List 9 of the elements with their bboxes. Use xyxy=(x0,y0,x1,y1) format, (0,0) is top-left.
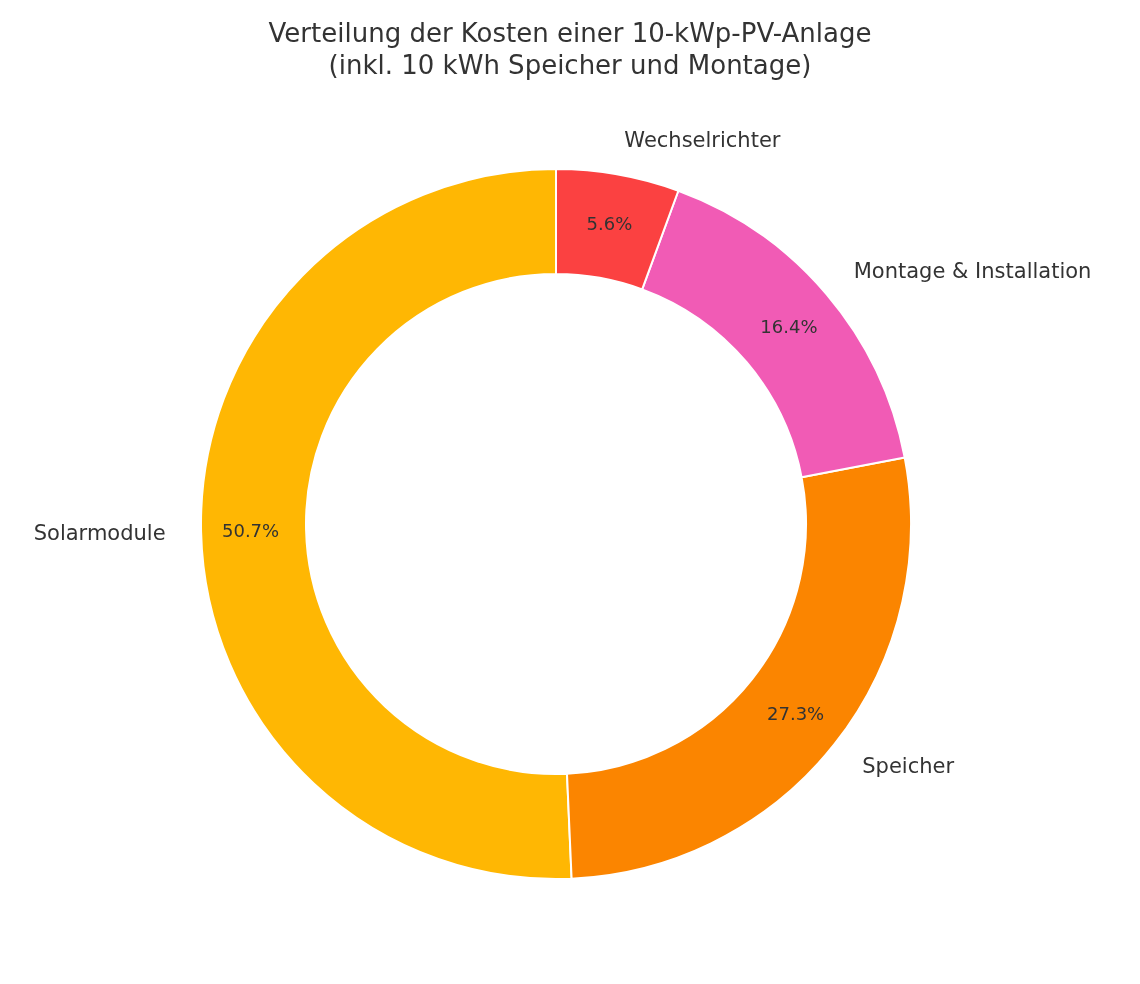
slice-label: Montage & Installation xyxy=(853,259,1092,284)
data-label: 5.6% xyxy=(586,212,633,234)
data-label: 50.7% xyxy=(221,520,280,542)
slice-label: Solarmodule xyxy=(33,520,166,545)
slice-label: Speicher xyxy=(862,754,955,779)
data-label: 16.4% xyxy=(760,315,818,337)
slice-label: Wechselrichter xyxy=(624,127,781,152)
data-label: 27.3% xyxy=(767,703,825,725)
chart-title: Verteilung der Kosten einer 10-kWp-PV-Anlage (inkl. 10 kWh Speicher und Montage) xyxy=(268,18,872,80)
